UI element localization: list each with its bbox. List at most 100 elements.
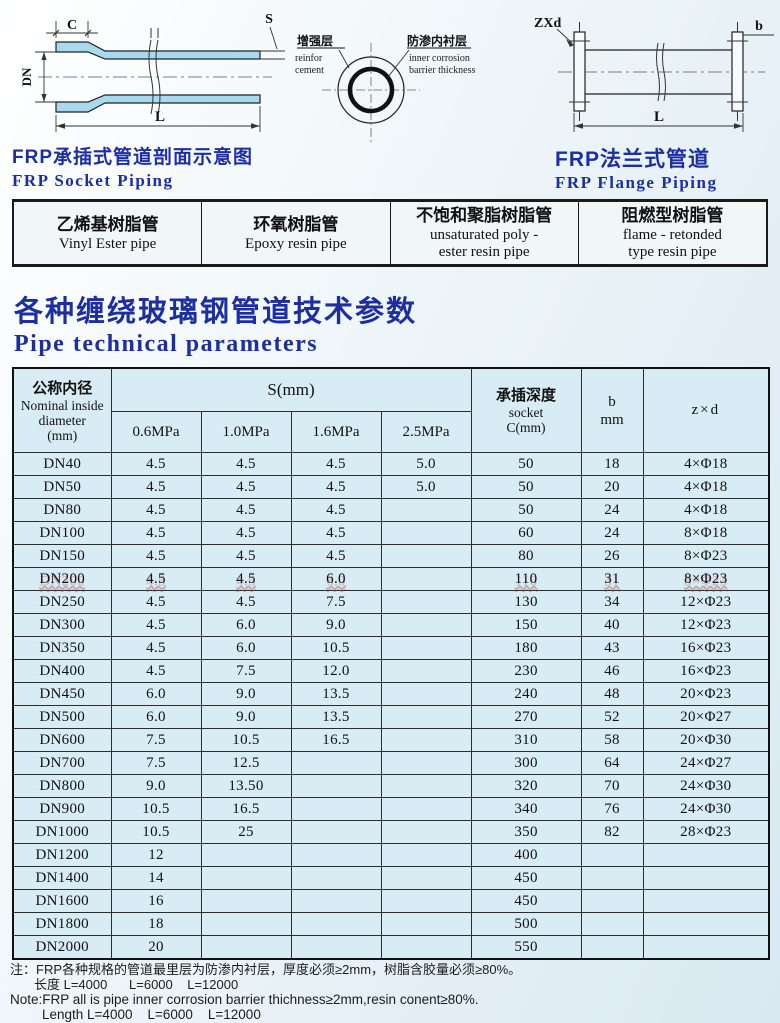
cell-b: 26 bbox=[580, 544, 644, 568]
cell-b: 82 bbox=[580, 820, 644, 844]
cell-s-2-5mpa bbox=[380, 567, 472, 591]
cell-socket-depth: 450 bbox=[470, 889, 582, 913]
cell-s-1-6mpa: 6.0 bbox=[290, 567, 382, 591]
cell-zxd bbox=[642, 843, 770, 867]
cell-s-1-0mpa bbox=[200, 889, 292, 913]
cell-s-1-0mpa: 7.5 bbox=[200, 659, 292, 683]
cell-b: 70 bbox=[580, 774, 644, 798]
cell-s-1-0mpa: 4.5 bbox=[200, 452, 292, 476]
cell-socket-depth: 310 bbox=[470, 728, 582, 752]
cell-s-2-5mpa: 5.0 bbox=[380, 475, 472, 499]
cell-dn: DN500 bbox=[12, 705, 112, 729]
header-b-symbol: b bbox=[608, 393, 616, 410]
header-pressure-1-6: 1.6MPa bbox=[290, 411, 382, 453]
cell-s-1-0mpa: 9.0 bbox=[200, 682, 292, 706]
cell-zxd: 24×Φ27 bbox=[642, 751, 770, 775]
cell-s-1-6mpa: 4.5 bbox=[290, 498, 382, 522]
header-nominal-en: Nominal inside bbox=[20, 397, 104, 413]
cell-zxd: 16×Φ23 bbox=[642, 659, 770, 683]
cell-zxd: 24×Φ30 bbox=[642, 797, 770, 821]
cell-s-1-0mpa: 16.5 bbox=[200, 797, 292, 821]
table-row: DN250 4.5 4.5 7.5 130 34 12×Φ23 bbox=[12, 590, 770, 614]
cell-b: 43 bbox=[580, 636, 644, 660]
cell-s-0-6mpa: 4.5 bbox=[110, 613, 202, 637]
cell-s-2-5mpa bbox=[380, 498, 472, 522]
dim-label-c: C bbox=[67, 18, 77, 33]
cell-socket-depth: 550 bbox=[470, 935, 582, 960]
cell-dn: DN80 bbox=[12, 498, 112, 522]
table-row: DN1000 10.5 25 350 82 28×Φ23 bbox=[12, 820, 770, 844]
table-row: DN700 7.5 12.5 300 64 24×Φ27 bbox=[12, 751, 770, 775]
cell-s-2-5mpa bbox=[380, 544, 472, 568]
cell-s-0-6mpa: 6.0 bbox=[110, 682, 202, 706]
table-row: DN300 4.5 6.0 9.0 150 40 12×Φ23 bbox=[12, 613, 770, 637]
cell-socket-depth: 50 bbox=[470, 498, 582, 522]
cell-dn: DN1800 bbox=[12, 912, 112, 936]
cell-s-0-6mpa: 4.5 bbox=[110, 521, 202, 545]
pipe-type-zh: 阻燃型树脂管 bbox=[621, 206, 724, 225]
cell-s-1-6mpa: 13.5 bbox=[290, 705, 382, 729]
note-zh-line2: 长度 L=4000 L=6000 L=12000 bbox=[34, 977, 239, 992]
parameters-table: 公称内径 Nominal inside diameter (mm) S(mm) … bbox=[12, 367, 771, 960]
cell-dn: DN700 bbox=[12, 751, 112, 775]
flange-title-zh: FRP法兰式管道 bbox=[555, 148, 710, 171]
section-title: 各种缠绕玻璃钢管道技术参数 Pipe technical parameters bbox=[14, 294, 417, 359]
footer-notes: 注：FRP各种规格的管道最里层为防渗内衬层，厚度必须≥2mm，树脂含胶量必须≥8… bbox=[10, 962, 770, 1022]
cell-s-1-6mpa bbox=[290, 797, 382, 821]
cell-s-0-6mpa: 4.5 bbox=[110, 590, 202, 614]
header-socket-zh: 承插深度 bbox=[496, 387, 557, 404]
label-reinforcement-zh: 增强层 bbox=[297, 33, 333, 48]
pipe-type-en: flame - retonded bbox=[622, 227, 722, 243]
cell-b: 64 bbox=[580, 751, 644, 775]
table-row: DN350 4.5 6.0 10.5 180 43 16×Φ23 bbox=[12, 636, 770, 660]
cell-s-1-0mpa: 25 bbox=[200, 820, 292, 844]
cell-s-0-6mpa: 10.5 bbox=[110, 820, 202, 844]
cell-b bbox=[580, 843, 644, 867]
cell-dn: DN1200 bbox=[12, 843, 112, 867]
dim-label-l: L bbox=[654, 109, 664, 125]
cell-s-1-6mpa: 7.5 bbox=[290, 590, 382, 614]
flange-title-en: FRP Flange Piping bbox=[555, 173, 718, 192]
pipe-type-zh: 乙烯基树脂管 bbox=[56, 214, 159, 234]
cell-socket-depth: 240 bbox=[470, 682, 582, 706]
cell-s-2-5mpa bbox=[380, 590, 472, 614]
cell-s-2-5mpa bbox=[380, 636, 472, 660]
table-row: DN1200 12 400 bbox=[12, 843, 770, 867]
cell-zxd: 8×Φ23 bbox=[642, 567, 770, 591]
cell-dn: DN200 bbox=[12, 567, 112, 591]
label-reinforcement-en2: cement bbox=[295, 65, 324, 76]
socket-pipe-diagram: DN C S L bbox=[19, 12, 285, 132]
cell-zxd: 24×Φ30 bbox=[642, 774, 770, 798]
cell-dn: DN900 bbox=[12, 797, 112, 821]
cell-b: 20 bbox=[580, 475, 644, 499]
table-row: DN150 4.5 4.5 4.5 80 26 8×Φ23 bbox=[12, 544, 770, 568]
cell-socket-depth: 400 bbox=[470, 843, 582, 867]
cell-s-1-6mpa bbox=[290, 866, 382, 890]
cell-s-0-6mpa: 4.5 bbox=[110, 498, 202, 522]
header-pressure-0-6: 0.6MPa bbox=[110, 411, 202, 453]
cell-s-2-5mpa bbox=[380, 866, 472, 890]
cell-socket-depth: 180 bbox=[470, 636, 582, 660]
cell-s-1-0mpa bbox=[200, 935, 292, 960]
dim-label-l: L bbox=[155, 109, 165, 125]
cell-s-1-6mpa bbox=[290, 751, 382, 775]
pipe-type-en: unsaturated poly - bbox=[429, 227, 539, 243]
cell-s-1-6mpa bbox=[290, 820, 382, 844]
cell-dn: DN800 bbox=[12, 774, 112, 798]
cell-zxd: 4×Φ18 bbox=[642, 475, 770, 499]
dim-label-dn: DN bbox=[19, 67, 34, 86]
cell-s-2-5mpa bbox=[380, 774, 472, 798]
table-row: DN1400 14 450 bbox=[12, 866, 770, 890]
cell-s-1-6mpa: 4.5 bbox=[290, 544, 382, 568]
cell-dn: DN50 bbox=[12, 475, 112, 499]
label-barrier-en1: inner corrosion bbox=[409, 53, 470, 64]
cell-zxd: 16×Φ23 bbox=[642, 636, 770, 660]
pipe-type-epoxy: 环氧树脂管 Epoxy resin pipe bbox=[201, 202, 389, 264]
cell-s-0-6mpa: 4.5 bbox=[110, 567, 202, 591]
cell-s-1-6mpa bbox=[290, 774, 382, 798]
cell-socket-depth: 350 bbox=[470, 820, 582, 844]
flange-title: FRP法兰式管道 FRP Flange Piping bbox=[555, 148, 717, 193]
cell-zxd bbox=[642, 866, 770, 890]
cell-dn: DN1400 bbox=[12, 866, 112, 890]
cell-socket-depth: 500 bbox=[470, 912, 582, 936]
